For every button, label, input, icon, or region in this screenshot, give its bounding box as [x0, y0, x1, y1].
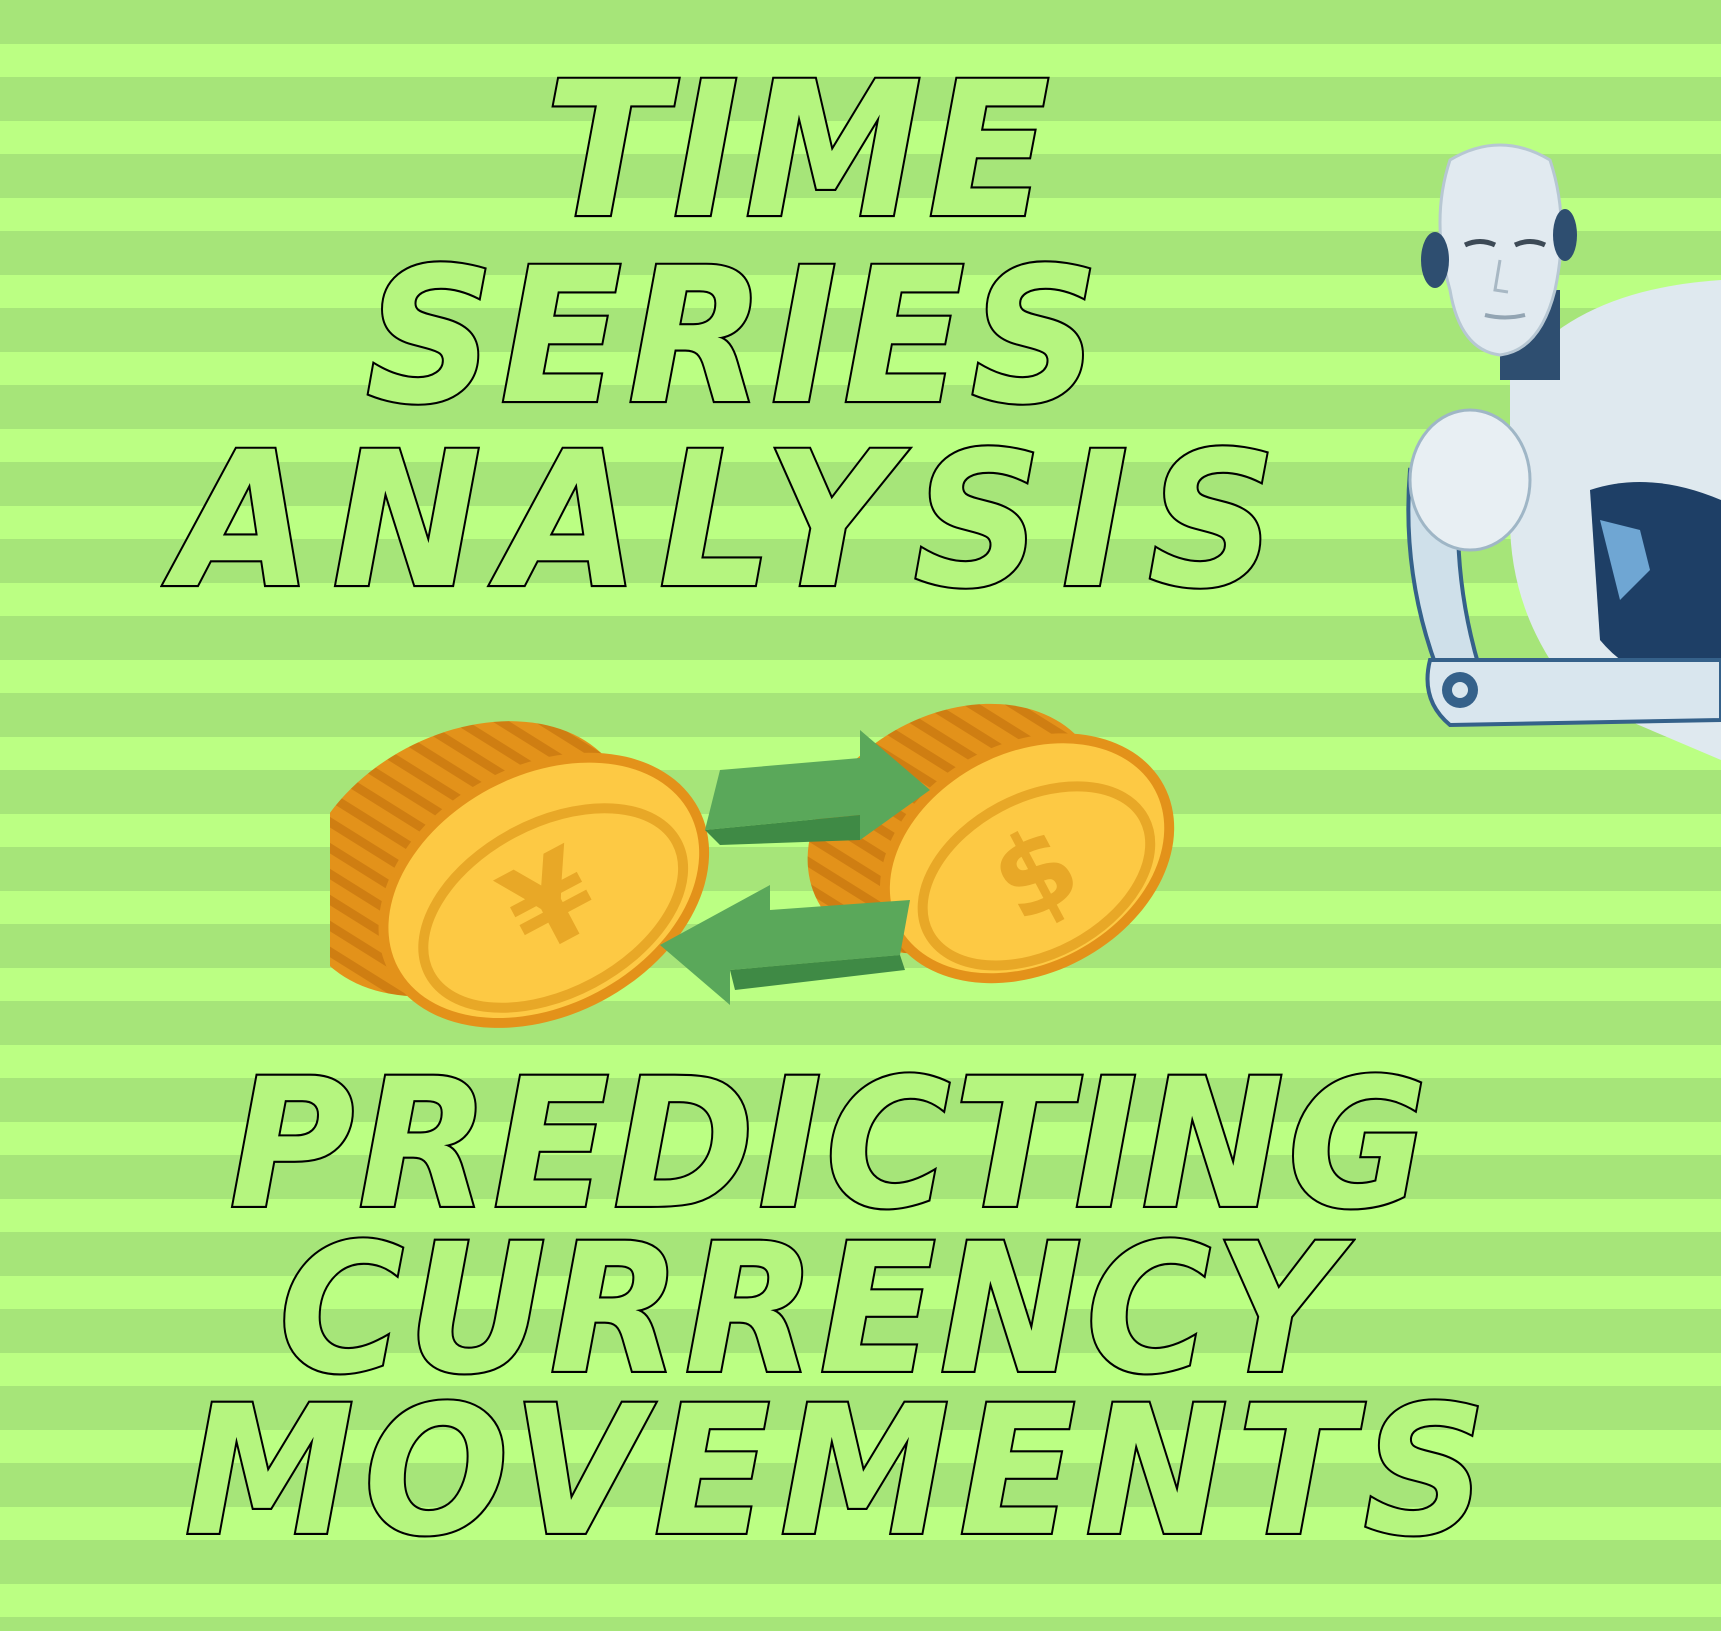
subtitle-line-movements: MOVEMENTS — [183, 1368, 1497, 1576]
currency-exchange-illustration: ¥ $ — [330, 703, 1175, 1028]
yen-coin-icon: ¥ — [330, 721, 710, 1028]
title-line-analysis: ANALYSIS — [173, 411, 1297, 630]
title-line-time: TIME — [543, 41, 1056, 260]
exchange-arrows-icon — [660, 730, 930, 1005]
robot-illustration — [1406, 143, 1721, 760]
dollar-coin-icon: $ — [807, 703, 1175, 984]
title-line-series: SERIES — [364, 227, 1105, 446]
subtitle-line-predicting: PREDICTING — [228, 1041, 1432, 1249]
subtitle-line-currency: CURRENCY — [277, 1206, 1342, 1414]
